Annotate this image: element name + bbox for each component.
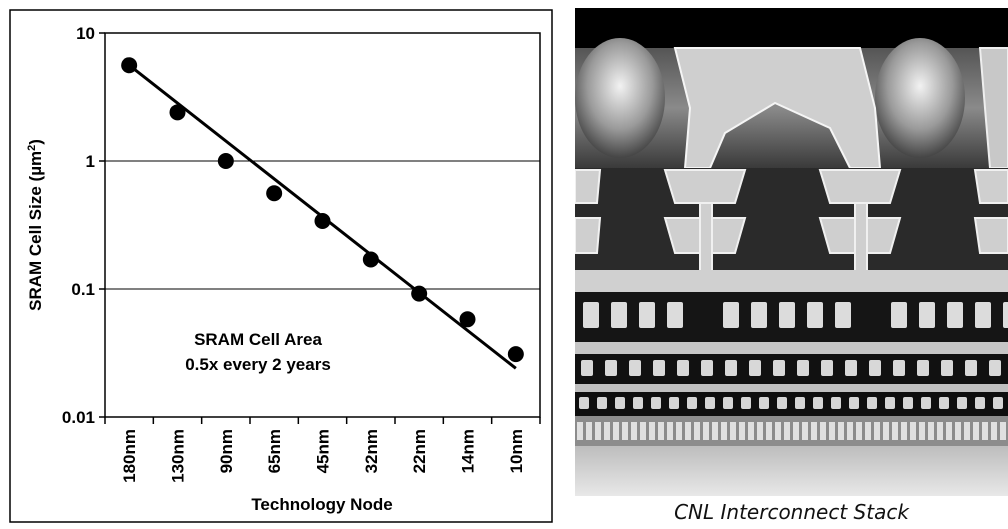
point-layer [121,57,524,363]
y-tick-label: 0.01 [62,408,95,427]
metal-row-4 [577,422,1006,440]
x-tick-label: 180nm [120,429,139,483]
data-point [217,153,234,169]
data-point [411,285,428,302]
data-point [169,104,186,121]
metal-row-1 [583,302,1008,328]
x-tick-label: 14nm [459,429,478,473]
upper-vias [575,169,1008,284]
data-point [362,251,379,268]
image-caption: CNL Interconnect Stack [674,500,909,524]
photo-substrate [575,446,1008,496]
x-tick-label: 10nm [507,429,526,473]
x-tick-label: 90nm [217,429,236,473]
annotation-line-1: SRAM Cell Area [194,330,322,349]
chart-border [9,9,553,523]
x-tick-label: 65nm [265,429,284,473]
y-ticks: 10 1 0.1 0.01 [62,24,105,427]
y-axis-label: SRAM Cell Size (µm2) [26,139,45,311]
grid-layer [105,160,540,290]
data-point [121,57,138,74]
x-tick-label: 32nm [362,429,381,473]
data-point [266,185,283,202]
y-tick-label: 0.1 [71,280,95,299]
x-tick-label: 130nm [169,429,188,483]
x-ticks: 180nm 130nm 90nm 65nm 45nm 32nm 22nm 14nm 10nm [104,417,541,483]
x-axis-label: Technology Node [251,495,392,514]
y-tick-label: 10 [76,24,95,43]
x-tick-label: 45nm [314,429,333,473]
annotation-line-2: 0.5x every 2 years [185,355,331,374]
x-tick-label: 22nm [410,429,429,473]
chart-panel: 10 1 0.1 0.01 180nm 130nm 90nm 65nm 45nm 32nm 22n… [9,9,553,523]
y-tick-label: 1 [86,152,95,171]
data-point [507,346,524,363]
data-point [314,212,331,229]
plot-area [104,32,541,418]
data-point [459,311,476,328]
photo-top-band [575,8,1008,48]
interconnect-cross-section-image [575,8,1008,496]
metal-row-3 [579,397,1003,409]
sram-chart: 10 1 0.1 0.01 180nm 130nm 90nm 65nm 45nm 32nm 22n… [9,9,553,523]
interconnect-photo-panel: CNL Interconnect Stack [575,8,1008,529]
metal-row-2 [581,360,1001,376]
top-metal-line [673,47,882,169]
